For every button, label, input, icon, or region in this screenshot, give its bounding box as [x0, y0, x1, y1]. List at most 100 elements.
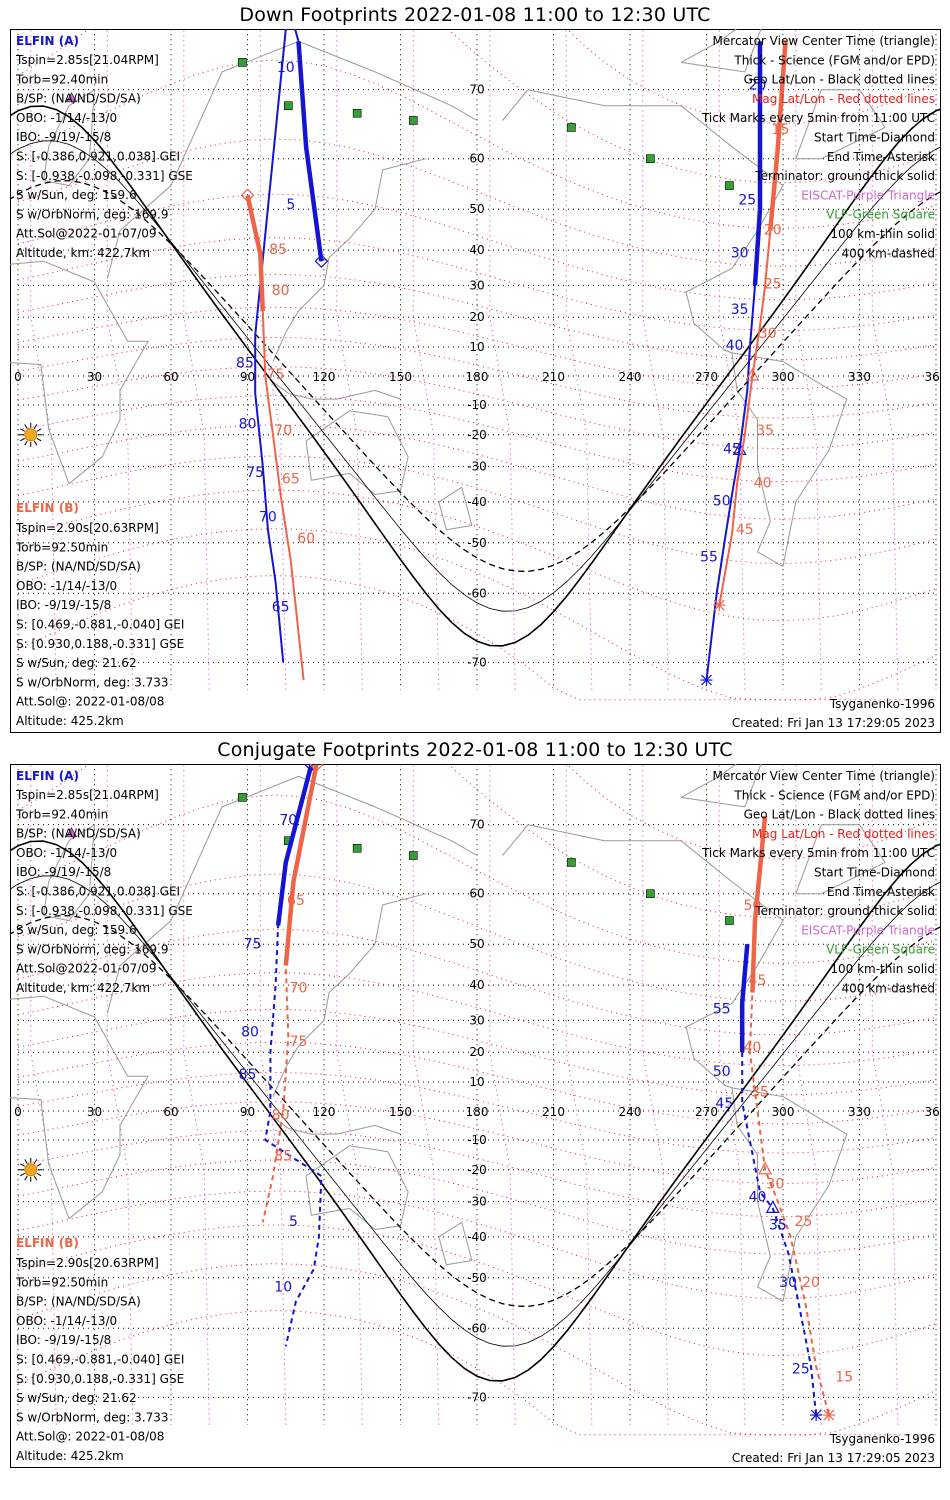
- coastline: [272, 1116, 401, 1135]
- track-time-label: 50: [713, 1064, 731, 1080]
- terminator-400km: [10, 179, 941, 573]
- track-time-label: 80: [272, 283, 290, 299]
- elfin-a-info-line: IBO: -9/19/-15/8: [16, 865, 111, 879]
- lon-tick-label: 180: [466, 370, 489, 384]
- lon-tick-label: 150: [389, 1105, 412, 1119]
- legend-item: EISCAT-Purple Triangle: [801, 188, 935, 202]
- track-elfin-a: 10 5 85 80 75 70 65 20 25 30 35 40 45 50 55: [236, 29, 766, 687]
- vlf-marker: [238, 793, 247, 802]
- lon-tick-label: 90: [240, 1105, 255, 1119]
- coastline: [731, 1087, 848, 1302]
- mag-meridian: [412, 29, 440, 690]
- panel-title-conjugate: Conjugate Footprints 2022-01-08 11:00 to…: [217, 739, 733, 761]
- coastline: [795, 89, 886, 160]
- elfin-a-info-line: Altitude, km: 422.7km: [16, 246, 150, 260]
- sun-ray: [36, 428, 42, 432]
- map-frame: [10, 29, 941, 733]
- elfin-a-info-line: Torb=92.40min: [15, 807, 108, 821]
- vlf-marker: [567, 858, 576, 867]
- track-time-label: 65: [287, 893, 305, 909]
- elfin-b-info-line: Tspin=2.90s[20.63RPM]: [15, 521, 159, 535]
- lat-tick-label: -40: [467, 1230, 487, 1244]
- terminator-100km: [10, 140, 941, 612]
- coastline: [43, 824, 95, 922]
- elfin-b-info-line: B/SP: (NA/ND/SD/SA): [16, 1295, 141, 1309]
- elfin-b-info-line: S: [0.930,0.188,-0.331] GSE: [16, 1372, 184, 1386]
- elfin-a-info-line: S w/Sun, deg: 159.6: [16, 923, 137, 937]
- lat-tick-label: -60: [467, 586, 487, 600]
- mag-parallel: [17, 1072, 937, 1154]
- mag-meridian: [183, 764, 210, 1425]
- center-triangle: [758, 1161, 773, 1175]
- lon-tick-label: 330: [848, 370, 871, 384]
- lat-tick-label: -20: [467, 428, 487, 442]
- elfin-b-info-line: Att.Sol@: 2022-01-08/08: [16, 1430, 164, 1444]
- elfin-a-info-line: IBO: -9/19/-15/8: [16, 130, 111, 144]
- sun-ray: [33, 1159, 38, 1164]
- end-asterisk: [713, 599, 725, 611]
- sun-disc: [24, 1163, 38, 1177]
- elfin-b-info-line: S w/OrbNorm, deg: 3.733: [16, 675, 168, 689]
- track-time-label: 10: [274, 1280, 292, 1296]
- lon-tick-label: 120: [313, 1105, 336, 1119]
- legend-item: Geo Lat/Lon - Black dotted lines: [744, 808, 935, 822]
- science-segment: [750, 815, 768, 993]
- elfin-b-info-line: IBO: -9/19/-15/8: [16, 1333, 111, 1347]
- track-time-label: 65: [282, 472, 300, 488]
- sun-ray: [24, 424, 28, 429]
- terminator-group: [10, 105, 941, 647]
- terminator-400km: [10, 914, 941, 1308]
- sun-icon: [18, 1157, 43, 1182]
- track-time-label: 25: [792, 1362, 810, 1378]
- vlf-marker: [352, 108, 362, 118]
- track-time-label: 35: [756, 423, 774, 439]
- lon-tick-label: 240: [619, 1105, 642, 1119]
- lat-tick-label: 50: [469, 937, 484, 951]
- model-label: Tsyganenko-1996: [829, 697, 935, 711]
- mag-meridian: [795, 29, 822, 690]
- vlf-marker: [567, 123, 576, 132]
- lon-tick-label: 0: [14, 1105, 22, 1119]
- lat-tick-label: -70: [467, 655, 487, 669]
- elfin-a-info-line: B/SP: (NA/ND/SD/SA): [16, 92, 141, 106]
- legend-item: Mercator View Center Time (triangle): [713, 769, 935, 783]
- track-time-label: 25: [794, 1214, 812, 1230]
- elfin-b-info-line: S w/Sun, deg: 21.62: [16, 656, 137, 670]
- track-time-label: 40: [754, 475, 772, 491]
- track-time-label: 50: [713, 494, 731, 510]
- legend-item: Thick - Science (FGM and/or EPD): [733, 53, 935, 67]
- elfin-b-header: ELFIN (B): [16, 501, 79, 515]
- science-segment: [245, 194, 266, 312]
- coastline: [680, 29, 762, 73]
- end-asterisk: [810, 1409, 822, 1421]
- track-time-label: 60: [297, 531, 315, 547]
- map-panel-conjugate: 0 30 60 90 120 150 180 210 240 270 300 330 360 70 60 50…: [10, 764, 941, 1468]
- track-time-label: 55: [713, 1002, 731, 1018]
- coastline: [10, 995, 149, 1220]
- track-elfin-b: 85 80 75 70 65 60 15 20 25 30 35 40 45: [240, 41, 789, 681]
- track-time-label: 80: [239, 417, 257, 433]
- eiscat-marker: [66, 92, 78, 103]
- vlf-marker: [646, 889, 655, 899]
- track-time-label: 70: [259, 509, 277, 525]
- center-triangle: [745, 367, 760, 381]
- elfin-a-info-line: S w/OrbNorm, deg: 169.9: [16, 942, 168, 956]
- lon-tick-label: 180: [466, 1105, 489, 1119]
- lon-tick-label: 330: [848, 1105, 871, 1119]
- mag-parallel: [17, 306, 937, 390]
- track-time-label: 80: [272, 1108, 290, 1124]
- mag-parallel: [17, 1130, 937, 1218]
- mag-meridian: [871, 29, 899, 690]
- map-frame: [10, 764, 941, 1468]
- lon-tick-label: 210: [542, 1105, 565, 1119]
- track-time-label: 40: [726, 338, 744, 354]
- elfin-a-info-line: S: [-0.938,-0.098,-0.331] GSE: [16, 169, 193, 183]
- mag-meridian: [412, 764, 440, 1425]
- track-time-label: 80: [241, 1025, 259, 1041]
- mag-meridian: [106, 29, 134, 690]
- legend-item: 100 km-thin solid: [830, 227, 935, 241]
- elfin-b-info-line: S: [0.469,-0.881,-0.040] GEI: [16, 618, 184, 632]
- map-grid: [10, 29, 937, 701]
- coastline: [10, 260, 149, 485]
- center-triangle: [765, 1200, 780, 1213]
